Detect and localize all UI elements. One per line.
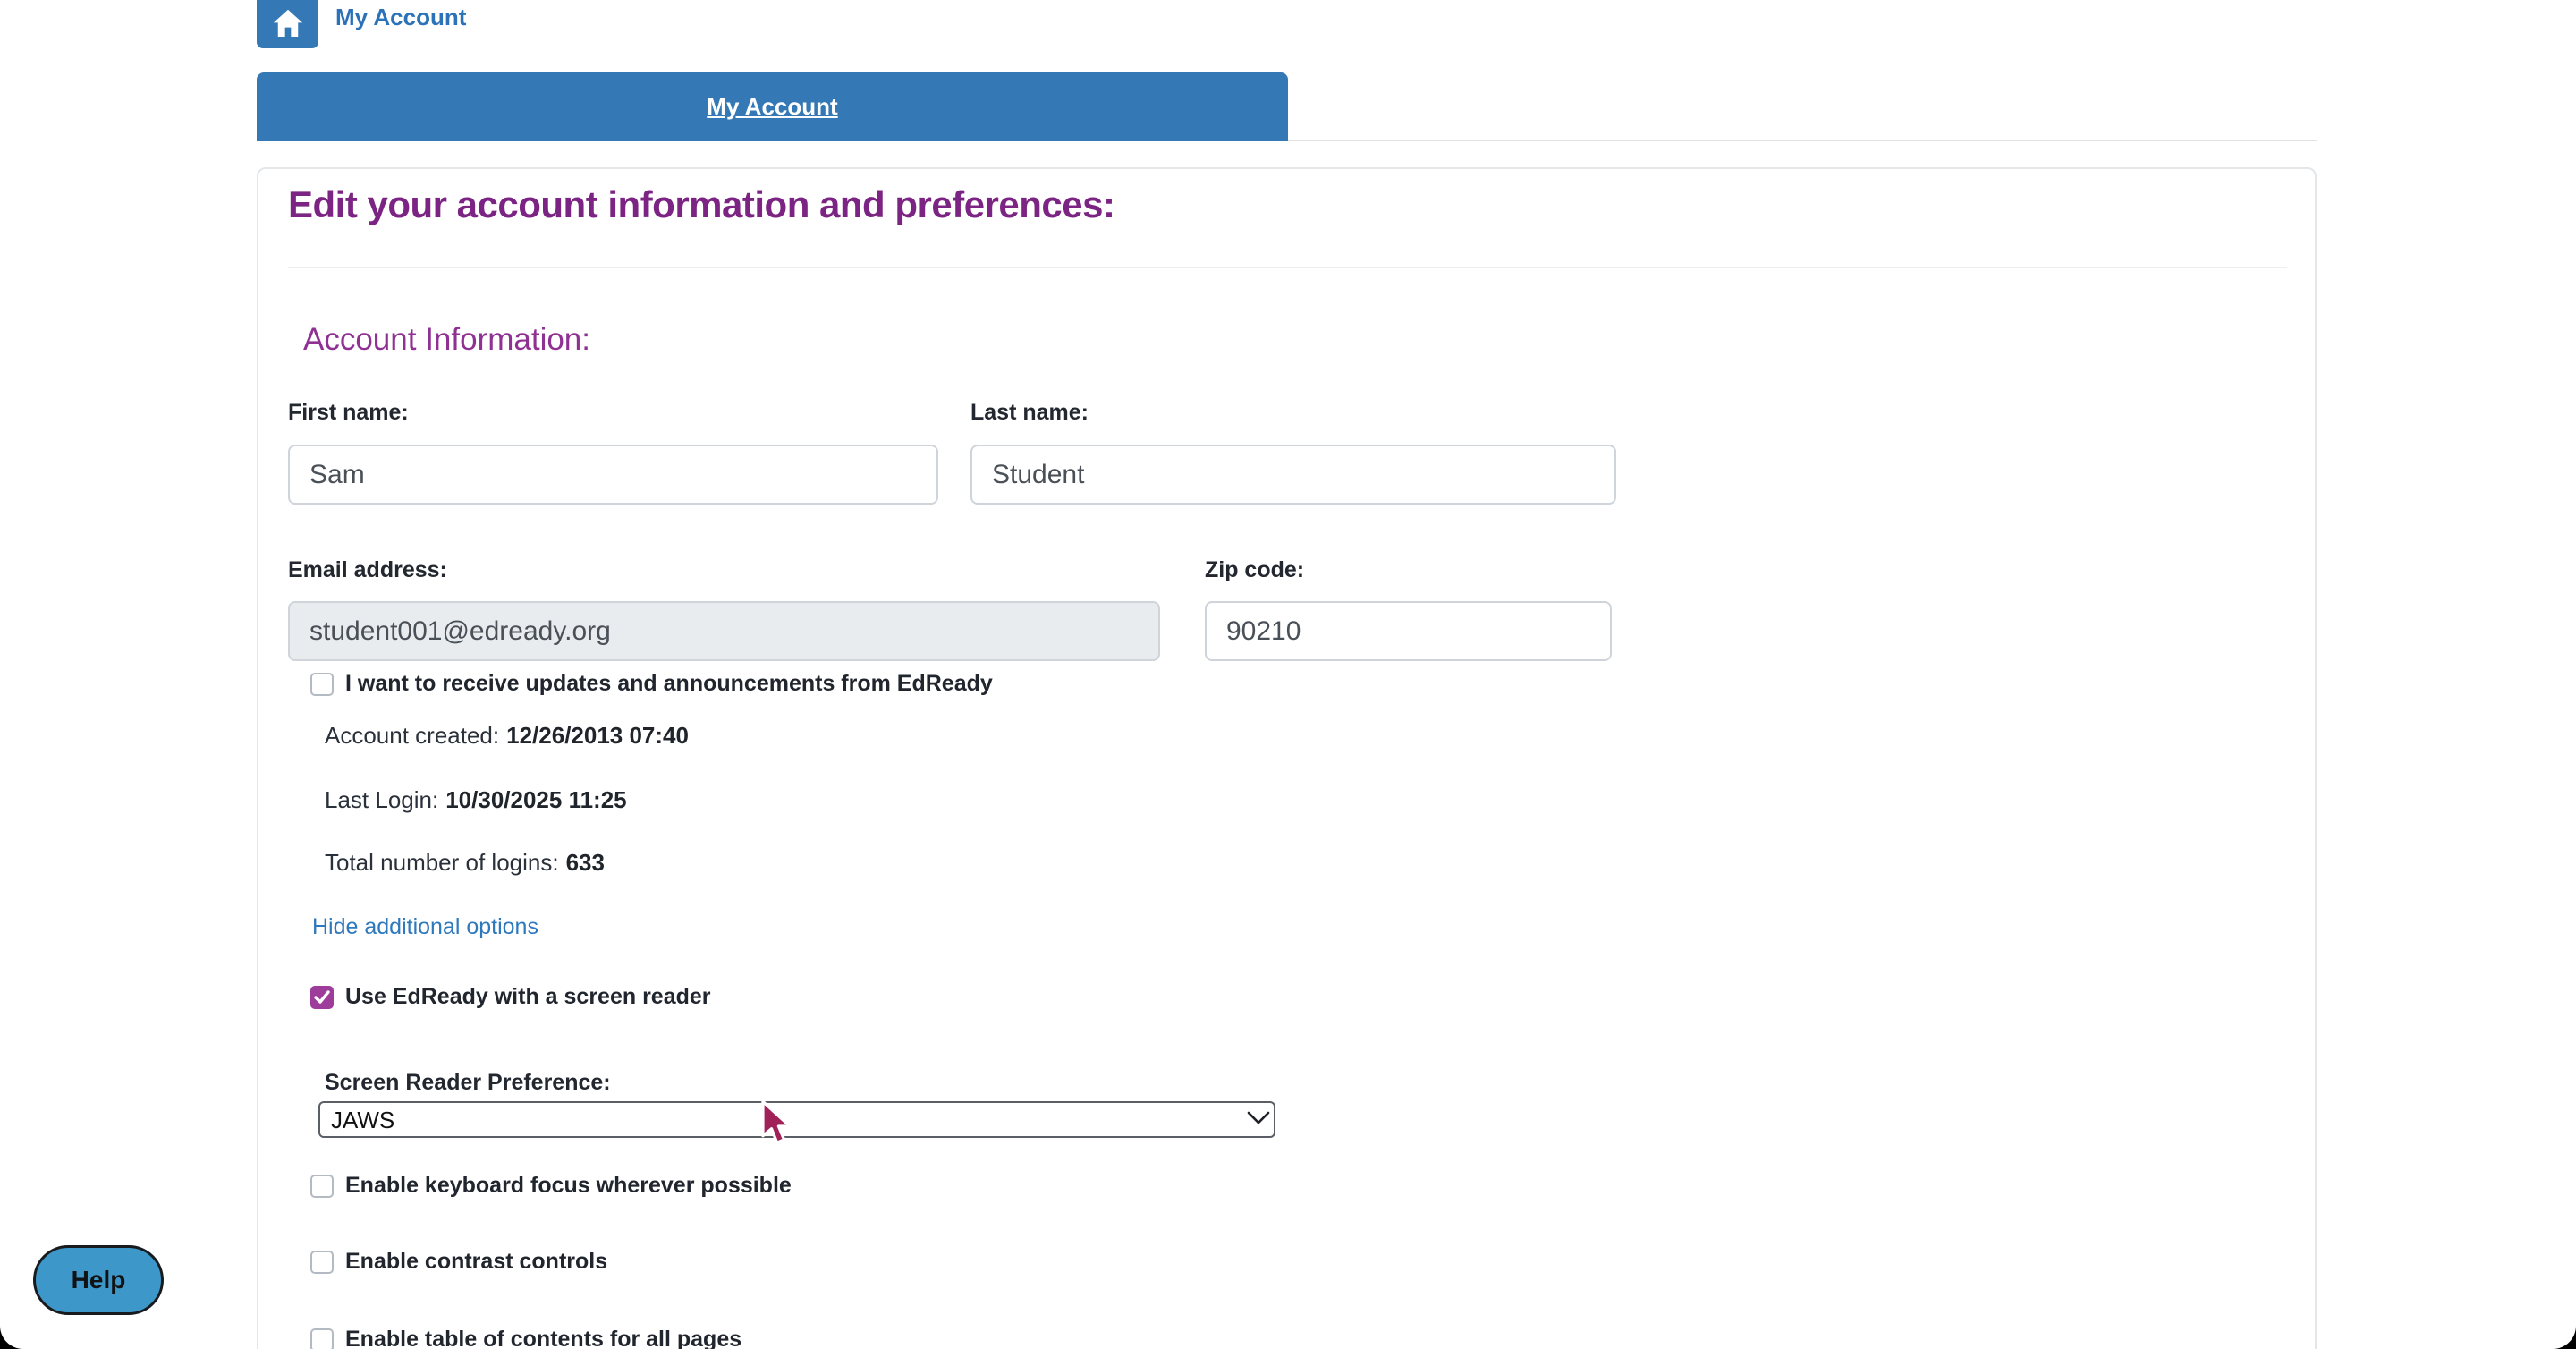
last-login-label: Last Login: (325, 786, 439, 813)
last-name-label: Last name: (970, 400, 1089, 425)
first-name-label: First name: (288, 400, 409, 425)
email-input (288, 601, 1160, 661)
contrast-checkbox-label[interactable]: Enable contrast controls (345, 1249, 608, 1274)
email-label: Email address: (288, 557, 447, 582)
divider (288, 267, 2287, 268)
toc-checkbox-row: Enable table of contents for all pages (310, 1327, 741, 1349)
tab-my-account[interactable]: My Account (257, 72, 1288, 141)
total-logins-value: 633 (565, 849, 605, 876)
total-logins-row: Total number of logins: 633 (325, 849, 605, 877)
hide-additional-options-link[interactable]: Hide additional options (312, 914, 538, 939)
contrast-checkbox-row: Enable contrast controls (310, 1249, 607, 1275)
screen-reader-checkbox[interactable] (310, 985, 334, 1009)
screen-reader-checkbox-label[interactable]: Use EdReady with a screen reader (345, 984, 711, 1009)
account-created-label: Account created: (325, 722, 500, 749)
last-name-input[interactable] (970, 445, 1616, 505)
last-login-value: 10/30/2025 11:25 (445, 786, 627, 813)
check-icon (314, 989, 330, 1004)
zip-label: Zip code: (1205, 557, 1305, 582)
tab-my-account-label: My Account (707, 93, 838, 120)
screen-reader-preference-select[interactable]: JAWS (318, 1101, 1275, 1138)
updates-checkbox[interactable] (310, 672, 334, 696)
screen-reader-preference-label: Screen Reader Preference: (325, 1070, 611, 1095)
last-login-row: Last Login: 10/30/2025 11:25 (325, 786, 627, 814)
keyboard-focus-checkbox[interactable] (310, 1174, 334, 1198)
account-created-row: Account created: 12/26/2013 07:40 (325, 722, 689, 750)
contrast-checkbox[interactable] (310, 1250, 334, 1274)
help-button[interactable]: Help (33, 1245, 164, 1315)
breadcrumb-my-account[interactable]: My Account (335, 4, 467, 30)
tab-bar: My Account (257, 72, 2317, 141)
home-button[interactable] (257, 0, 318, 48)
updates-checkbox-row: I want to receive updates and announceme… (310, 671, 993, 697)
page-title: Edit your account information and prefer… (288, 183, 1115, 225)
toc-checkbox-label[interactable]: Enable table of contents for all pages (345, 1327, 742, 1349)
total-logins-label: Total number of logins: (325, 849, 559, 876)
screen-reader-checkbox-row: Use EdReady with a screen reader (310, 984, 711, 1010)
first-name-input[interactable] (288, 445, 938, 505)
home-icon (273, 9, 302, 38)
toc-checkbox[interactable] (310, 1328, 334, 1349)
keyboard-focus-checkbox-row: Enable keyboard focus wherever possible (310, 1173, 792, 1199)
account-created-value: 12/26/2013 07:40 (506, 722, 689, 749)
section-heading: Account Information: (303, 322, 590, 357)
keyboard-focus-checkbox-label[interactable]: Enable keyboard focus wherever possible (345, 1173, 792, 1198)
account-card: Edit your account information and prefer… (257, 167, 2317, 1349)
updates-checkbox-label[interactable]: I want to receive updates and announceme… (345, 671, 993, 696)
zip-input[interactable] (1205, 601, 1612, 661)
